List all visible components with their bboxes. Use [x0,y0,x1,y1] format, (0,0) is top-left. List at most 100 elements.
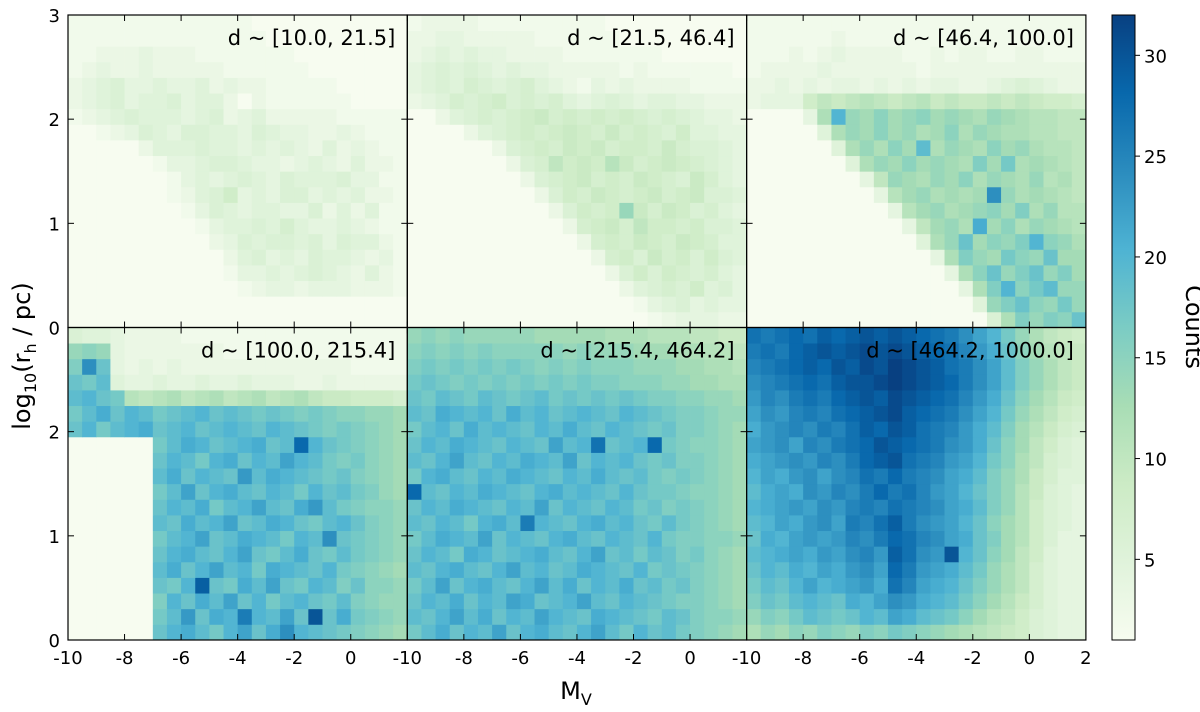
heatmap-cell [789,93,804,110]
heatmap-cell [930,608,945,625]
heatmap-cell [789,452,804,469]
heatmap-cell [435,311,451,328]
heatmap-cell [760,296,776,313]
heatmap-cell [110,546,125,563]
heatmap-cell [873,108,889,125]
heatmap-cell [873,249,889,266]
heatmap-cell [675,343,691,360]
heatmap-cell [930,124,945,141]
heatmap-cell [152,436,168,453]
heatmap-cell [661,202,677,219]
heatmap-cell [675,140,691,157]
heatmap-cell [308,46,323,63]
heatmap-cell [619,77,634,94]
heatmap-cell [1057,155,1073,172]
heatmap-cell [364,46,380,63]
heatmap-cell [181,327,196,344]
heatmap-cell [492,280,507,297]
heatmap-cell [294,186,309,203]
colorbar-tick-label: 5 [1144,550,1155,571]
heatmap-cell [789,46,804,63]
heatmap-cell [1015,265,1030,282]
heatmap-cell [619,15,634,32]
heatmap-cell [986,530,1002,547]
heatmap-cell [562,561,578,578]
heatmap-cell [845,265,861,282]
heatmap-cell [972,483,988,500]
heatmap-cell [223,483,239,500]
heatmap-cell [704,608,719,625]
heatmap-cell [760,546,776,563]
heatmap-cell [831,77,846,94]
heatmap-cell [873,265,889,282]
heatmap-cell [1001,296,1016,313]
heatmap-cell [308,515,323,532]
heatmap-cell [986,515,1002,532]
heatmap-cell [209,327,224,344]
heatmap-cell [1029,108,1044,125]
heatmap-cell [803,15,818,32]
heatmap-cell [195,546,210,563]
heatmap-cell [930,155,945,172]
heatmap-cell [520,452,535,469]
heatmap-cell [308,546,323,563]
heatmap-cell [591,311,606,328]
heatmap-cell [774,15,790,32]
heatmap-cell [803,93,818,110]
heatmap-cell [958,171,974,188]
heatmap-cell [576,108,592,125]
heatmap-cell [958,93,974,110]
heatmap-cell [68,530,83,547]
heatmap-cell [336,77,352,94]
heatmap-cell [562,421,578,438]
heatmap-cell [803,77,818,94]
heatmap-cell [675,452,691,469]
heatmap-cell [124,483,140,500]
heatmap-cell [944,15,960,32]
heatmap-cell [817,327,832,344]
heatmap-cell [704,77,719,94]
heatmap-cell [887,171,903,188]
heatmap-cell [548,46,564,63]
heatmap-cell [633,280,649,297]
heatmap-cell [364,405,380,422]
heatmap-cell [661,499,677,516]
heatmap-cell [958,233,974,250]
heatmap-cell [690,171,705,188]
heatmap-cell [619,93,634,110]
heatmap-cell [435,155,451,172]
heatmap-cell [336,61,352,78]
heatmap-cell [887,124,903,141]
heatmap-cell [591,15,606,32]
heatmap-cell [916,124,931,141]
heatmap-cell [831,311,846,328]
heatmap-cell [831,452,846,469]
heatmap-cell [492,608,507,625]
heatmap-cell [463,186,479,203]
heatmap-cell [124,218,140,235]
heatmap-cell [393,624,408,641]
heatmap-cell [760,233,776,250]
heatmap-cell [817,155,832,172]
heatmap-cell [661,327,677,344]
heatmap-cell [859,15,875,32]
heatmap-cell [152,624,168,641]
heatmap-cell [746,296,762,313]
heatmap-cell [845,405,861,422]
heatmap-cell [690,218,705,235]
heatmap-cell [477,218,493,235]
heatmap-cell [308,577,323,594]
heatmap-cell [718,561,733,578]
heatmap-cell [308,405,323,422]
heatmap-cell [902,577,917,594]
heatmap-cell [887,155,903,172]
heatmap-cell [477,421,493,438]
heatmap-cell [209,405,224,422]
heatmap-cell [746,30,762,47]
heatmap-cell [972,218,988,235]
heatmap-cell [68,265,83,282]
heatmap-cell [986,405,1002,422]
heatmap-cell [68,421,83,438]
heatmap-cell [96,61,111,78]
heatmap-cell [96,624,111,641]
